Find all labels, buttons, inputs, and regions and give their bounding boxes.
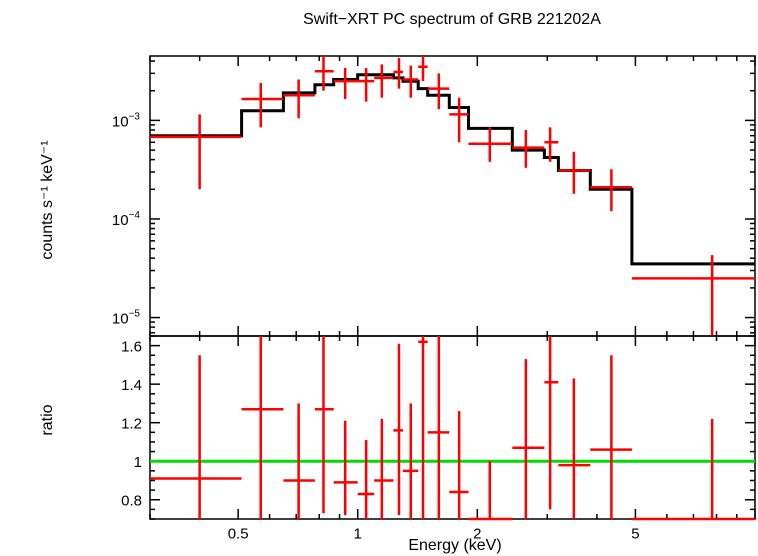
- spectrum-y-axis-label: counts s⁻¹ keV⁻¹: [39, 140, 56, 259]
- model-step-line: [150, 73, 755, 266]
- chart-title: Swift−XRT PC spectrum of GRB 221202A: [303, 11, 601, 28]
- x-tick-labels: 0.5 1 2 5: [228, 525, 640, 542]
- x-tick-label: 0.5: [228, 525, 249, 542]
- x-tick-label: 5: [631, 525, 639, 542]
- y-tick-label: 0.8: [121, 493, 142, 510]
- y-tick-label: 1.2: [121, 416, 142, 433]
- y-tick-label: 10−5: [112, 309, 141, 328]
- ratio-y-axis-label: ratio: [39, 404, 56, 435]
- plot-frame: [149, 55, 756, 337]
- plot-frame: [149, 335, 756, 520]
- x-axis-label: Energy (keV): [408, 537, 501, 554]
- y-tick-label: 1: [134, 454, 142, 471]
- spectrum-panel: 10−5 10−4 10−3: [112, 55, 756, 337]
- y-tick-label: 1.6: [121, 339, 142, 356]
- x-tick-label: 1: [354, 525, 362, 542]
- x-tick-label: 2: [473, 525, 481, 542]
- ratio-panel: 0.8 1 1.2 1.4 1.6: [121, 335, 756, 521]
- y-tick-label: 10−3: [112, 111, 141, 130]
- y-tick-label: 1.4: [121, 377, 142, 394]
- y-tick-label: 10−4: [112, 210, 141, 229]
